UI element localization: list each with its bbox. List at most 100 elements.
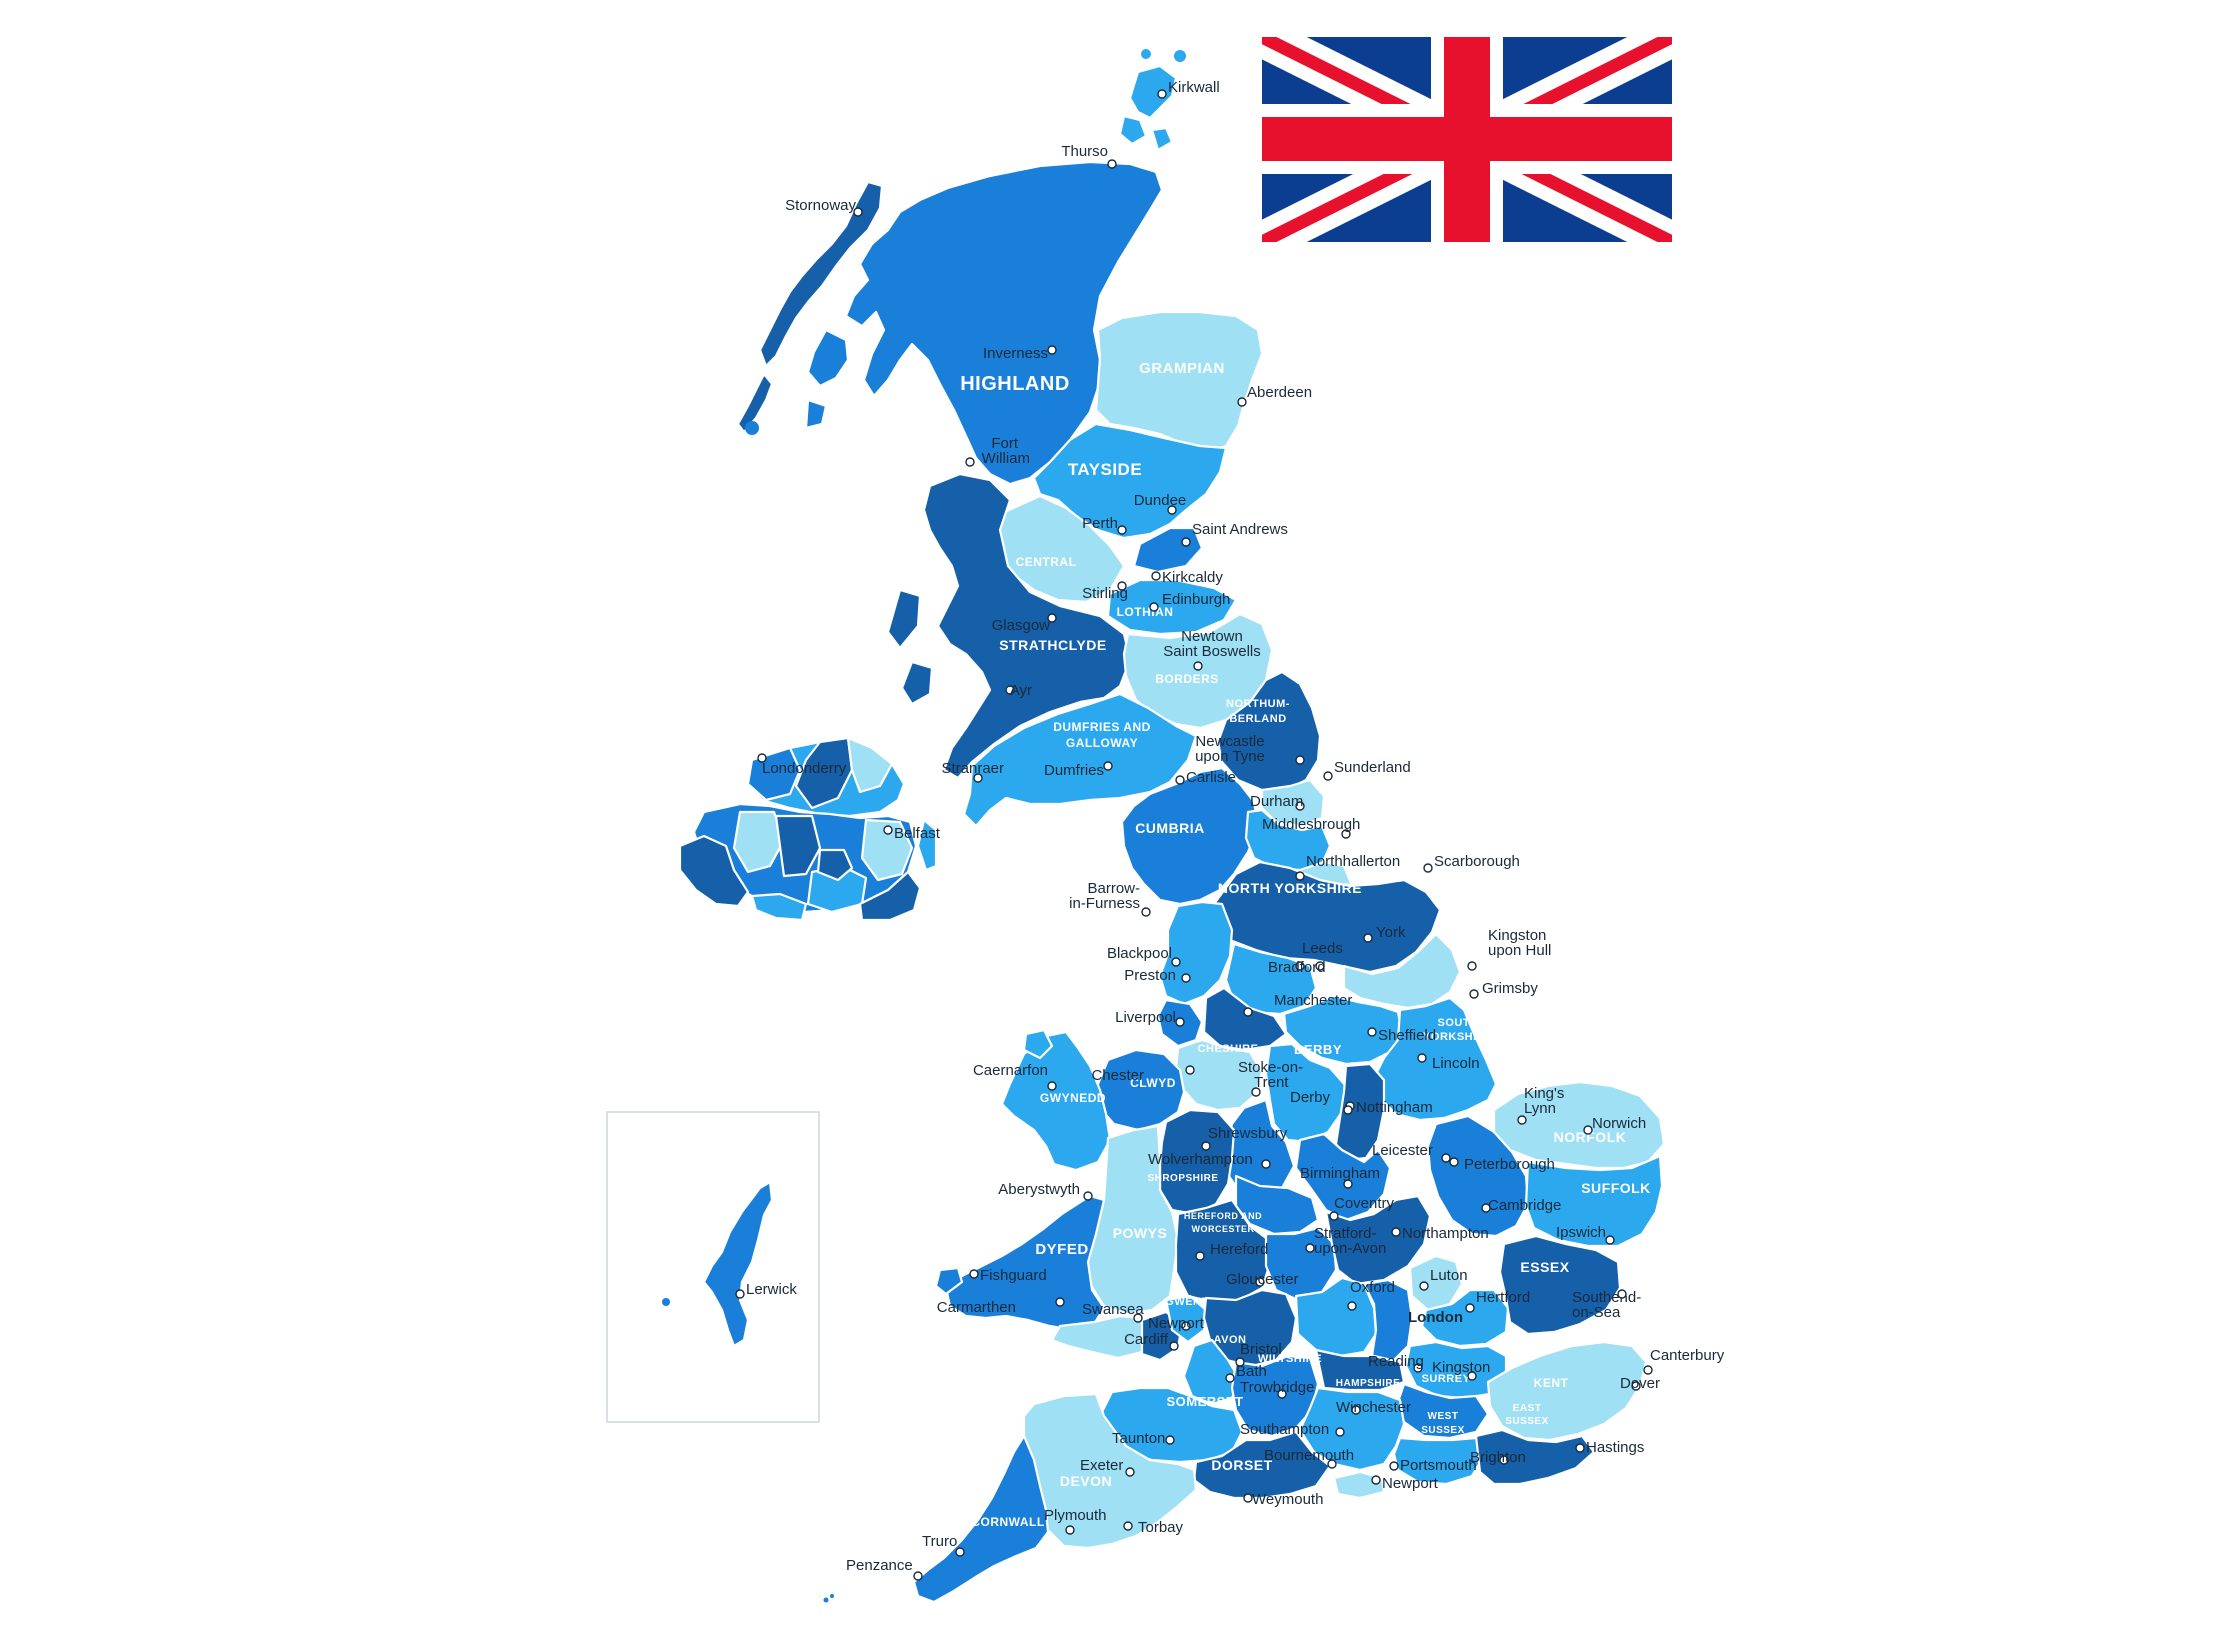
region-label-grampian: GRAMPIAN [1139, 360, 1225, 377]
city-label-cambridge: Cambridge [1488, 1197, 1561, 1214]
city-marker-portsmouth [1390, 1462, 1398, 1470]
city-label-saint-andrews: Saint Andrews [1192, 521, 1288, 538]
city-marker-on-sea [1618, 1290, 1626, 1298]
city-marker-cardiff [1170, 1342, 1178, 1350]
city-label-portsmouth: Portsmouth [1400, 1457, 1477, 1474]
city-label-liverpool: Liverpool [1115, 1009, 1176, 1026]
city-label-hastings: Hastings [1586, 1439, 1644, 1456]
city-label-bradford: Bradford [1268, 959, 1326, 976]
city-label-bournemouth: Bournemouth [1264, 1447, 1354, 1464]
city-label-upon-hull: upon Hull [1488, 942, 1551, 959]
city-label-brighton: Brighton [1470, 1449, 1526, 1466]
city-marker-shrewsbury [1202, 1142, 1210, 1150]
city-marker-coventry [1330, 1212, 1338, 1220]
city-marker-exeter [1126, 1468, 1134, 1476]
city-label-sheffield: Sheffield [1378, 1027, 1436, 1044]
city-label-dumfries: Dumfries [1044, 762, 1104, 779]
city-marker-hereford [1196, 1252, 1204, 1260]
city-marker-kirkcaldy [1152, 572, 1160, 580]
city-label-chester: Chester [1091, 1067, 1144, 1084]
city-marker-upon-hull [1468, 962, 1476, 970]
city-label-saint-boswells: Saint Boswells [1163, 643, 1261, 660]
city-label-londonderry: Londonderry [762, 760, 847, 777]
city-label-blackpool: Blackpool [1107, 945, 1172, 962]
city-label-birmingham: Birmingham [1300, 1165, 1380, 1182]
region-label-tayside: TAYSIDE [1068, 460, 1142, 479]
city-marker-penzance [914, 1572, 922, 1580]
city-label-stranraer: Stranraer [941, 760, 1004, 777]
city-label-glasgow: Glasgow [992, 617, 1051, 634]
city-label-leicester: Leicester [1372, 1142, 1433, 1159]
city-label-hertford: Hertford [1476, 1289, 1530, 1306]
city-label-bristol: Bristol [1240, 1341, 1282, 1358]
city-marker-wolverhampton [1262, 1160, 1270, 1168]
city-marker-sunderland [1324, 772, 1332, 780]
city-marker-nottingham [1344, 1106, 1352, 1114]
city-label-london: London [1408, 1309, 1463, 1326]
city-marker-chester [1186, 1066, 1194, 1074]
city-marker-upon-avon [1306, 1244, 1314, 1252]
city-marker-southampton [1336, 1428, 1344, 1436]
city-marker-manchester [1244, 1008, 1252, 1016]
region-label-cornwall: CORNWALL [971, 1515, 1044, 1529]
city-marker-edinburgh [1150, 603, 1158, 611]
city-label-william: William [982, 450, 1030, 467]
region-label-cheshire: CHESHIRE [1198, 1043, 1259, 1055]
city-label-kirkwall: Kirkwall [1168, 79, 1220, 96]
city-label-plymouth: Plymouth [1044, 1507, 1107, 1524]
region-label-dumfries-and: DUMFRIES AND [1053, 720, 1151, 734]
city-marker-grimsby [1470, 990, 1478, 998]
city-label-scarborough: Scarborough [1434, 853, 1520, 870]
city-label-taunton: Taunton [1112, 1430, 1165, 1447]
city-marker-scarborough [1424, 864, 1432, 872]
region-label-east: EAST [1513, 1403, 1542, 1414]
city-label-southampton: Southampton [1240, 1421, 1329, 1438]
city-label-in-furness: in-Furness [1069, 895, 1140, 912]
city-label-newport: Newport [1382, 1475, 1439, 1492]
city-marker-luton [1420, 1282, 1428, 1290]
city-label-exeter: Exeter [1080, 1457, 1123, 1474]
region-label-gwynedd: GWYNEDD [1040, 1091, 1106, 1105]
city-label-newport: Newport [1148, 1315, 1205, 1332]
city-marker-belfast [884, 826, 892, 834]
city-marker-norwich [1584, 1126, 1592, 1134]
city-marker-oxford [1348, 1302, 1356, 1310]
city-label-luton: Luton [1430, 1267, 1468, 1284]
city-marker-carlisle [1176, 776, 1184, 784]
city-label-middlesbrough: Middlesbrough [1262, 816, 1360, 833]
city-label-penzance: Penzance [846, 1557, 913, 1574]
city-marker-fishguard [970, 1270, 978, 1278]
city-label-caernarfon: Caernarfon [973, 1062, 1048, 1079]
city-marker-upon-tyne [1296, 756, 1304, 764]
city-label-ipswich: Ipswich [1556, 1224, 1606, 1241]
city-label-northampton: Northampton [1402, 1225, 1489, 1242]
city-marker-sheffield [1368, 1028, 1376, 1036]
city-marker-hastings [1576, 1444, 1584, 1452]
city-label-upon-avon: upon-Avon [1314, 1240, 1386, 1257]
city-label-nottingham: Nottingham [1356, 1099, 1433, 1116]
city-label-truro: Truro [922, 1533, 957, 1550]
region-label-hereford-and: HEREFORD AND [1184, 1211, 1262, 1221]
city-label-upon-tyne: upon Tyne [1195, 748, 1265, 765]
region-label-north-yorkshire: NORTH YORKSHIRE [1218, 880, 1362, 896]
city-label-wolverhampton: Wolverhampton [1148, 1151, 1253, 1168]
region-label-borders: BORDERS [1155, 672, 1219, 686]
region-label-sussex: SUSSEX [1505, 1416, 1549, 1427]
city-marker-northhallerton [1296, 872, 1304, 880]
city-marker-canterbury [1644, 1366, 1652, 1374]
region-label-central: CENTRAL [1016, 555, 1077, 569]
city-label-thurso: Thurso [1061, 143, 1108, 160]
city-marker-weymouth [1244, 1494, 1252, 1502]
region-label-devon: DEVON [1060, 1473, 1112, 1489]
city-label-norwich: Norwich [1592, 1115, 1646, 1132]
city-marker-ipswich [1606, 1236, 1614, 1244]
city-marker-saint-andrews [1182, 538, 1190, 546]
city-label-aberystwyth: Aberystwyth [998, 1181, 1080, 1198]
region-label-galloway: GALLOWAY [1066, 736, 1138, 750]
region-label-northum: NORTHUM- [1226, 698, 1290, 710]
region-label-gwent: GWENT [1165, 1296, 1208, 1308]
city-marker-lerwick [736, 1290, 744, 1298]
city-label-lerwick: Lerwick [746, 1281, 797, 1298]
city-marker-preston [1182, 974, 1190, 982]
